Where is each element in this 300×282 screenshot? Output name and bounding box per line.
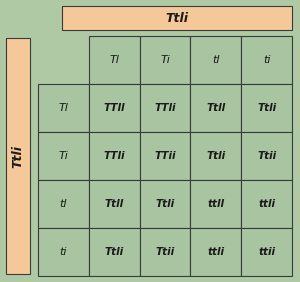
- Text: ttli: ttli: [258, 199, 275, 209]
- Text: ti: ti: [60, 247, 67, 257]
- Bar: [241, 36, 292, 84]
- Text: Ti: Ti: [160, 55, 170, 65]
- Text: ttii: ttii: [258, 247, 275, 257]
- Bar: [190, 228, 241, 276]
- Bar: [140, 180, 190, 228]
- Text: Ttli: Ttli: [166, 12, 188, 25]
- Text: ttll: ttll: [207, 199, 224, 209]
- Bar: [140, 36, 190, 84]
- Text: Ttii: Ttii: [257, 151, 276, 161]
- Bar: [89, 228, 140, 276]
- Bar: [6, 38, 30, 274]
- Text: Tl: Tl: [109, 55, 119, 65]
- Text: Ttli: Ttli: [257, 103, 276, 113]
- Bar: [190, 132, 241, 180]
- Text: tl: tl: [60, 199, 67, 209]
- Text: Ttli: Ttli: [155, 199, 175, 209]
- Text: TTli: TTli: [103, 151, 125, 161]
- Text: TTii: TTii: [154, 151, 176, 161]
- Bar: [140, 228, 190, 276]
- Bar: [241, 180, 292, 228]
- Bar: [89, 180, 140, 228]
- Text: tl: tl: [212, 55, 220, 65]
- Bar: [89, 36, 140, 84]
- Text: Ti: Ti: [58, 151, 68, 161]
- Bar: [140, 84, 190, 132]
- Bar: [241, 132, 292, 180]
- Text: Ttii: Ttii: [155, 247, 175, 257]
- Text: TTli: TTli: [154, 103, 176, 113]
- Bar: [190, 36, 241, 84]
- Text: Ttli: Ttli: [105, 247, 124, 257]
- Bar: [38, 228, 89, 276]
- Bar: [38, 180, 89, 228]
- Bar: [241, 228, 292, 276]
- Bar: [38, 132, 89, 180]
- Text: ttli: ttli: [207, 247, 224, 257]
- Bar: [241, 84, 292, 132]
- Bar: [190, 84, 241, 132]
- Bar: [62, 6, 292, 30]
- Text: Ttli: Ttli: [11, 144, 25, 168]
- Bar: [140, 132, 190, 180]
- Bar: [190, 180, 241, 228]
- Bar: [38, 84, 89, 132]
- Text: Ttli: Ttli: [206, 151, 225, 161]
- Text: Ttll: Ttll: [105, 199, 124, 209]
- Text: Ttll: Ttll: [206, 103, 225, 113]
- Text: TTll: TTll: [103, 103, 125, 113]
- Bar: [89, 84, 140, 132]
- Bar: [38, 36, 89, 84]
- Text: Tl: Tl: [58, 103, 68, 113]
- Text: ti: ti: [263, 55, 270, 65]
- Bar: [89, 132, 140, 180]
